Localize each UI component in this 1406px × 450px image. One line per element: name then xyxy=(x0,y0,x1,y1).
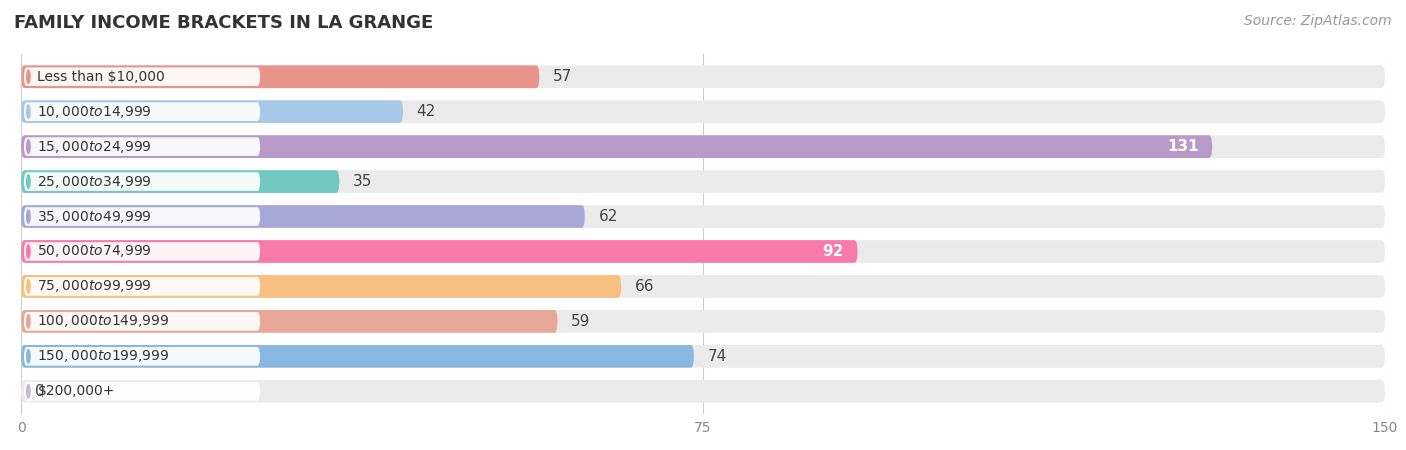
FancyBboxPatch shape xyxy=(21,205,1385,228)
Circle shape xyxy=(27,105,30,118)
FancyBboxPatch shape xyxy=(24,347,260,366)
FancyBboxPatch shape xyxy=(24,102,260,121)
FancyBboxPatch shape xyxy=(21,310,1385,333)
Text: 59: 59 xyxy=(571,314,591,329)
Text: 0: 0 xyxy=(35,384,45,399)
FancyBboxPatch shape xyxy=(21,135,1212,158)
FancyBboxPatch shape xyxy=(21,100,404,123)
Circle shape xyxy=(27,245,30,258)
Text: 74: 74 xyxy=(707,349,727,364)
FancyBboxPatch shape xyxy=(21,345,1385,368)
FancyBboxPatch shape xyxy=(21,240,858,263)
Text: $35,000 to $49,999: $35,000 to $49,999 xyxy=(38,208,152,225)
Circle shape xyxy=(27,175,30,188)
Text: 92: 92 xyxy=(823,244,844,259)
Text: Source: ZipAtlas.com: Source: ZipAtlas.com xyxy=(1244,14,1392,27)
Text: 57: 57 xyxy=(553,69,572,84)
FancyBboxPatch shape xyxy=(21,100,1385,123)
Text: Less than $10,000: Less than $10,000 xyxy=(38,70,166,84)
Text: 42: 42 xyxy=(416,104,436,119)
Text: 66: 66 xyxy=(636,279,654,294)
FancyBboxPatch shape xyxy=(21,65,1385,88)
Text: $25,000 to $34,999: $25,000 to $34,999 xyxy=(38,174,152,189)
FancyBboxPatch shape xyxy=(21,275,621,298)
Text: $10,000 to $14,999: $10,000 to $14,999 xyxy=(38,104,152,120)
Text: 62: 62 xyxy=(599,209,617,224)
FancyBboxPatch shape xyxy=(24,137,260,156)
FancyBboxPatch shape xyxy=(24,277,260,296)
FancyBboxPatch shape xyxy=(24,242,260,261)
Text: $15,000 to $24,999: $15,000 to $24,999 xyxy=(38,139,152,155)
FancyBboxPatch shape xyxy=(24,172,260,191)
FancyBboxPatch shape xyxy=(21,345,695,368)
FancyBboxPatch shape xyxy=(24,207,260,226)
FancyBboxPatch shape xyxy=(21,240,1385,263)
Text: $150,000 to $199,999: $150,000 to $199,999 xyxy=(38,348,170,364)
Circle shape xyxy=(27,140,30,153)
Circle shape xyxy=(27,385,30,398)
FancyBboxPatch shape xyxy=(21,205,585,228)
FancyBboxPatch shape xyxy=(24,312,260,331)
Circle shape xyxy=(27,315,30,328)
FancyBboxPatch shape xyxy=(21,135,1385,158)
Circle shape xyxy=(27,210,30,223)
FancyBboxPatch shape xyxy=(24,382,260,400)
FancyBboxPatch shape xyxy=(21,170,339,193)
FancyBboxPatch shape xyxy=(21,310,558,333)
Circle shape xyxy=(27,70,30,83)
Text: $75,000 to $99,999: $75,000 to $99,999 xyxy=(38,279,152,294)
Circle shape xyxy=(27,350,30,363)
Text: $200,000+: $200,000+ xyxy=(38,384,115,398)
Circle shape xyxy=(27,280,30,293)
Text: FAMILY INCOME BRACKETS IN LA GRANGE: FAMILY INCOME BRACKETS IN LA GRANGE xyxy=(14,14,433,32)
FancyBboxPatch shape xyxy=(21,65,540,88)
FancyBboxPatch shape xyxy=(21,380,1385,403)
Text: 35: 35 xyxy=(353,174,373,189)
Text: $50,000 to $74,999: $50,000 to $74,999 xyxy=(38,243,152,260)
Text: $100,000 to $149,999: $100,000 to $149,999 xyxy=(38,313,170,329)
Text: 131: 131 xyxy=(1167,139,1198,154)
FancyBboxPatch shape xyxy=(21,275,1385,298)
FancyBboxPatch shape xyxy=(24,68,260,86)
FancyBboxPatch shape xyxy=(21,170,1385,193)
